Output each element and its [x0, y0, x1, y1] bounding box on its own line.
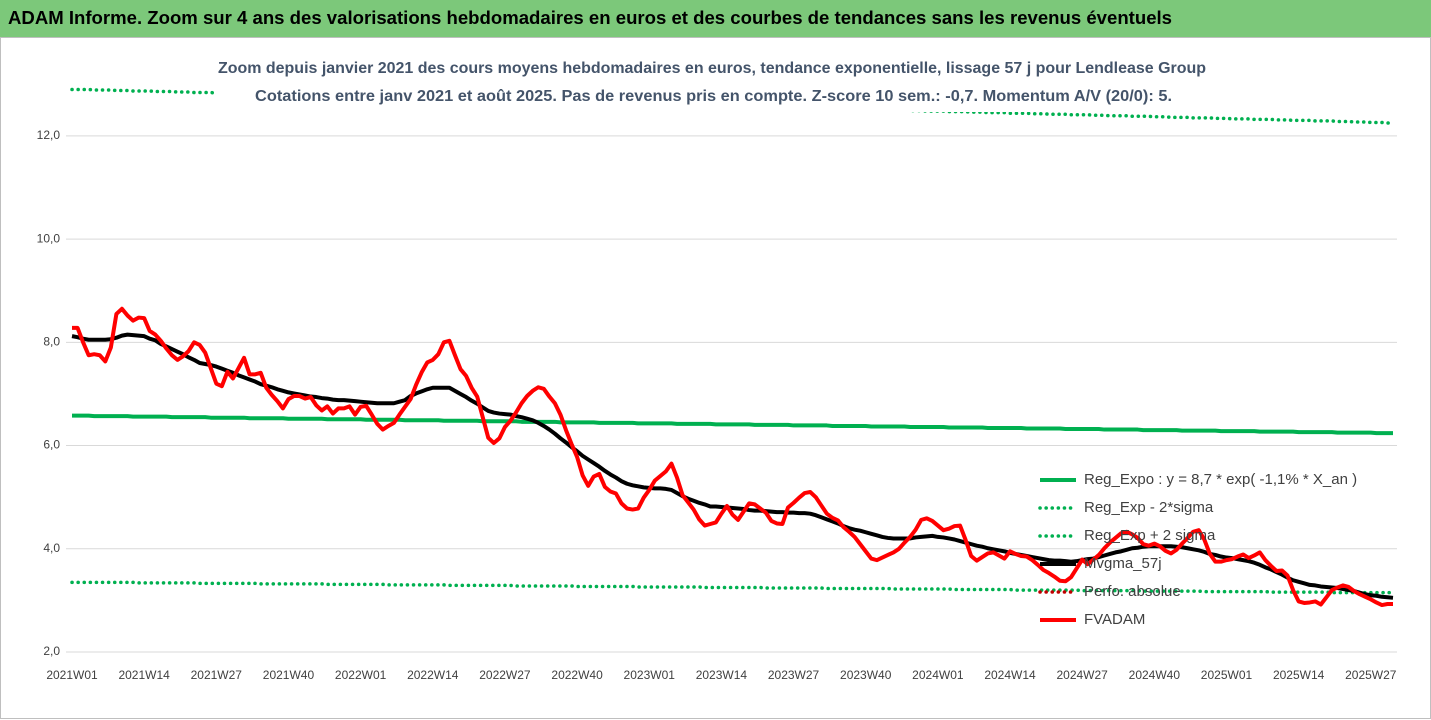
x-tick-label: 2021W27: [191, 668, 243, 682]
x-tick-label: 2023W27: [768, 668, 820, 682]
x-tick-label: 2025W01: [1201, 668, 1253, 682]
x-tick-label: 2021W40: [263, 668, 315, 682]
page-title: ADAM Informe. Zoom sur 4 ans des valoris…: [8, 8, 1172, 28]
series-line: [72, 306, 1393, 608]
legend-label: Mvgma_57j: [1084, 555, 1162, 572]
x-tick-label: 2021W01: [46, 668, 98, 682]
series-line: [72, 413, 1393, 436]
y-tick-label: 8,0: [43, 335, 60, 349]
series-line: [70, 580, 1395, 595]
x-tick-label: 2024W01: [912, 668, 964, 682]
y-tick-label: 2,0: [43, 644, 60, 658]
series-line: [71, 332, 1394, 600]
y-tick-label: 10,0: [37, 231, 61, 245]
chart-subtitle: Cotations entre janv 2021 et août 2025. …: [255, 88, 1172, 105]
y-tick-label: 4,0: [43, 541, 60, 555]
y-tick-label: 6,0: [43, 438, 60, 452]
chart-frame: [0, 37, 1431, 719]
x-tick-label: 2024W14: [984, 668, 1036, 682]
x-tick-label: 2022W14: [407, 668, 459, 682]
x-tick-label: 2023W14: [696, 668, 748, 682]
y-tick-label: 12,0: [37, 128, 61, 142]
legend-label: Perfo. absolue: [1084, 583, 1181, 600]
legend-label: Reg_Exp - 2*sigma: [1084, 499, 1214, 516]
legend-label: Reg_Expo : y = 8,7 * exp( -1,1% * X_an ): [1084, 471, 1357, 488]
banner: [0, 0, 1431, 37]
legend-label: Reg_Exp + 2 sigma: [1084, 527, 1216, 544]
x-tick-label: 2024W40: [1129, 668, 1181, 682]
x-tick-label: 2023W01: [624, 668, 676, 682]
x-tick-label: 2022W40: [551, 668, 603, 682]
x-tick-label: 2022W27: [479, 668, 531, 682]
x-tick-label: 2025W14: [1273, 668, 1325, 682]
x-tick-label: 2021W14: [118, 668, 170, 682]
x-tick-label: 2023W40: [840, 668, 892, 682]
subtitle-box: [215, 52, 1215, 112]
x-tick-label: 2022W01: [335, 668, 387, 682]
legend: Reg_Expo : y = 8,7 * exp( -1,1% * X_an )…: [1038, 471, 1357, 628]
chart-title: Zoom depuis janvier 2021 des cours moyen…: [218, 60, 1206, 77]
x-tick-label: 2024W27: [1056, 668, 1108, 682]
x-tick-label: 2025W27: [1345, 668, 1397, 682]
legend-label: FVADAM: [1084, 611, 1145, 628]
